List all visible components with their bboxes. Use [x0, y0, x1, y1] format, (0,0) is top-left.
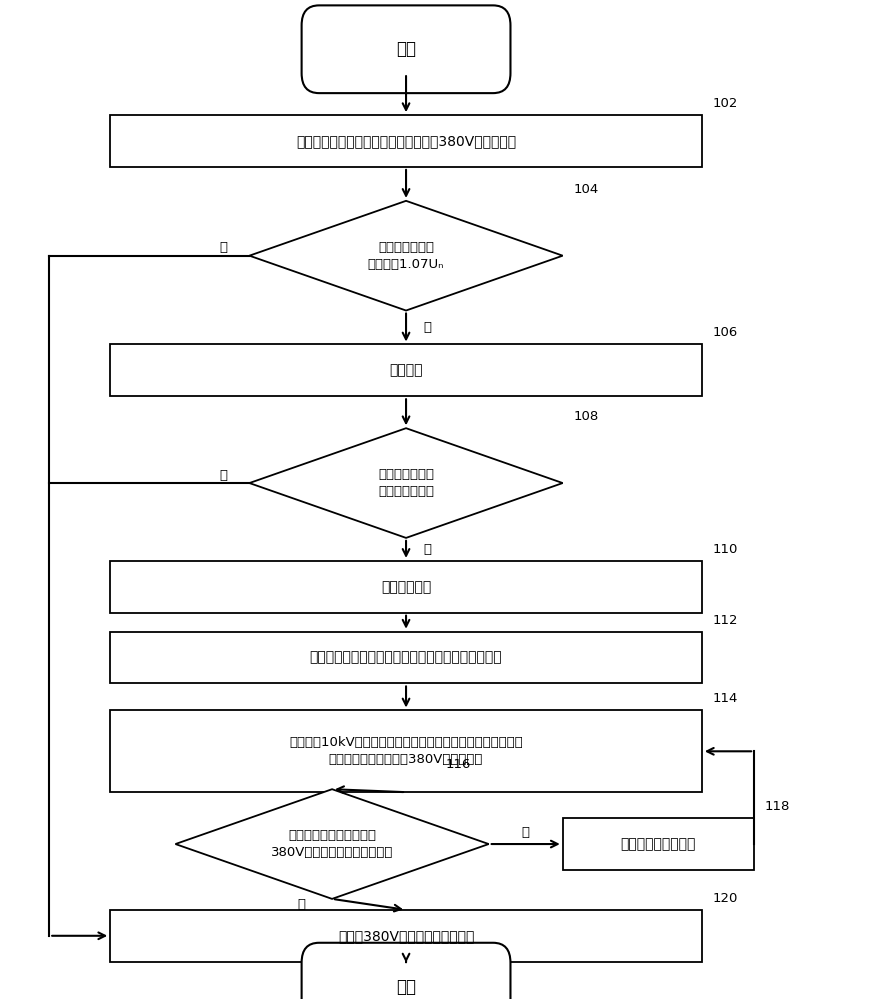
- Text: 110: 110: [712, 543, 738, 556]
- Text: 在中枢点10kV母线上并联该电抗器，以供该电抗器实时吸收配
电网的无功功率以降低380V的母线电压: 在中枢点10kV母线上并联该电抗器，以供该电抗器实时吸收配 电网的无功功率以降低…: [289, 736, 523, 766]
- Text: 结束: 结束: [396, 978, 416, 996]
- Polygon shape: [250, 201, 563, 311]
- Text: 104: 104: [574, 183, 598, 196]
- Text: 调整该电抗器的参数: 调整该电抗器的参数: [621, 837, 696, 851]
- Text: 实时采集分布式光伏发电系统的配电网380V的母线电压: 实时采集分布式光伏发电系统的配电网380V的母线电压: [296, 134, 516, 148]
- Text: 120: 120: [712, 892, 738, 905]
- Text: 是: 是: [423, 321, 432, 334]
- Text: 判断该母线电压
是否大于1.07Uₙ: 判断该母线电压 是否大于1.07Uₙ: [368, 241, 444, 271]
- Bar: [110, 910, 702, 962]
- FancyBboxPatch shape: [301, 943, 511, 1000]
- Text: 否: 否: [298, 898, 306, 911]
- Text: 根据当前季节，获取对应的预设容量范围内的电抗器: 根据当前季节，获取对应的预设容量范围内的电抗器: [310, 651, 502, 665]
- Text: 获取当前季节: 获取当前季节: [381, 580, 431, 594]
- Text: 否: 否: [219, 469, 227, 482]
- Text: 否: 否: [219, 241, 227, 254]
- Text: 118: 118: [765, 800, 790, 813]
- Text: 是: 是: [522, 826, 530, 839]
- Bar: [110, 561, 702, 613]
- Text: 112: 112: [712, 614, 738, 627]
- Text: 116: 116: [445, 758, 471, 771]
- Text: 判断计时时间是
否大于时间阈值: 判断计时时间是 否大于时间阈值: [378, 468, 434, 498]
- Polygon shape: [175, 789, 489, 899]
- Bar: [110, 710, 702, 792]
- Text: 开始计时: 开始计时: [389, 363, 423, 377]
- Bar: [110, 344, 702, 396]
- Text: 判断实时采集的降低后的
380V的母线电压是否发生越限: 判断实时采集的降低后的 380V的母线电压是否发生越限: [271, 829, 393, 859]
- Text: 是: 是: [423, 543, 432, 556]
- Text: 106: 106: [712, 326, 738, 339]
- Text: 102: 102: [712, 97, 738, 110]
- Text: 114: 114: [712, 692, 738, 705]
- Bar: [563, 818, 754, 870]
- Text: 停止对380V的母线电压进行调节: 停止对380V的母线电压进行调节: [338, 929, 474, 943]
- Text: 开始: 开始: [396, 40, 416, 58]
- Text: 108: 108: [574, 410, 598, 423]
- Bar: [110, 632, 702, 683]
- FancyBboxPatch shape: [301, 5, 511, 93]
- Bar: [110, 115, 702, 167]
- Polygon shape: [250, 428, 563, 538]
